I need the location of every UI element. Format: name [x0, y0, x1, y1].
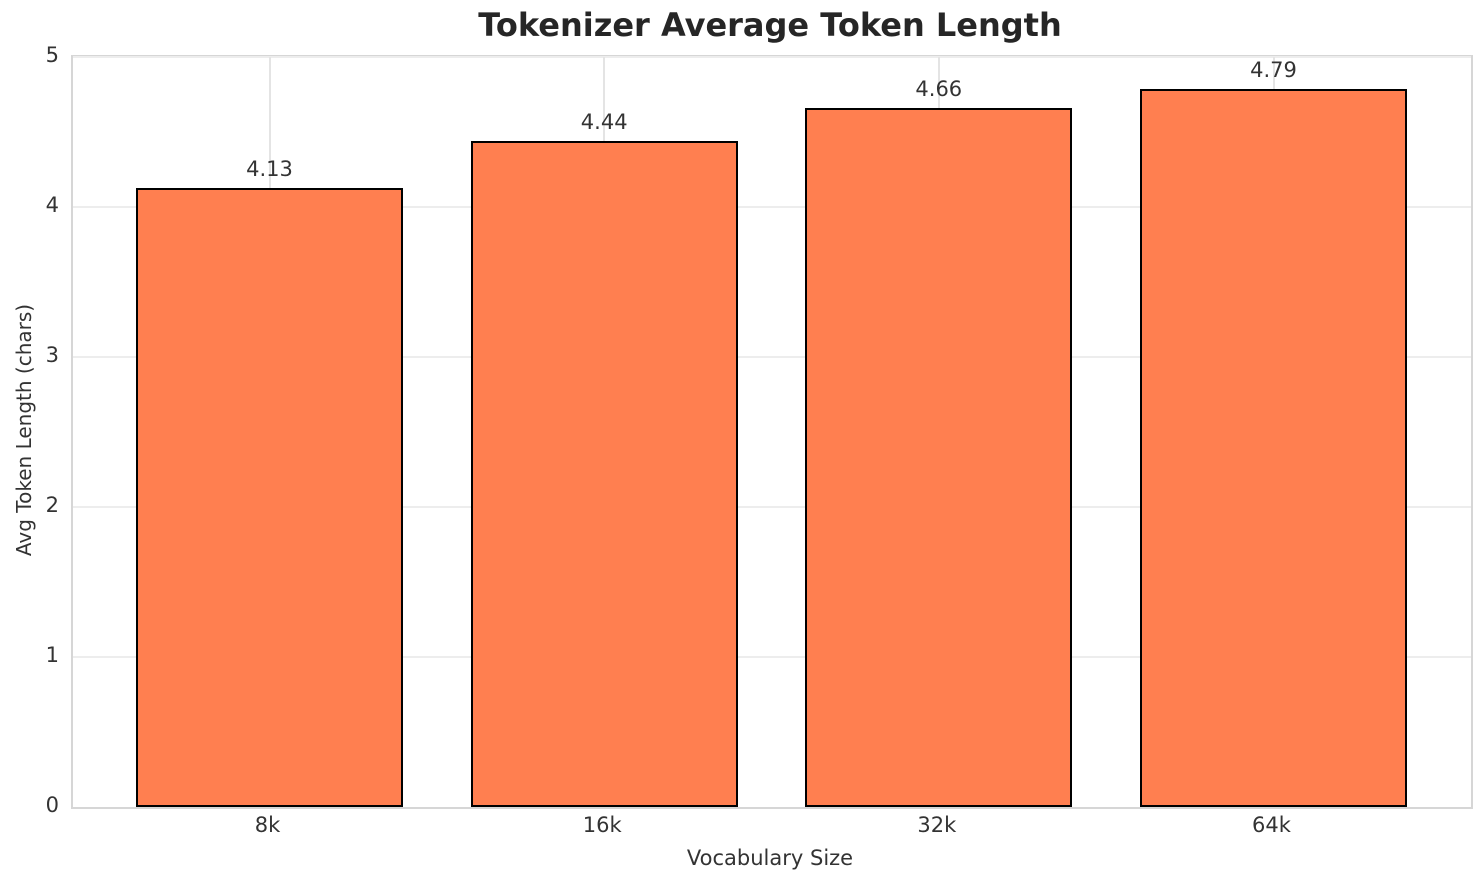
bar-value-label-16k: 4.44 [580, 110, 628, 134]
chart-title: Tokenizer Average Token Length [478, 6, 1062, 44]
bar-8k [136, 187, 403, 807]
ytick-label-3: 3 [45, 343, 59, 367]
bar-value-label-8k: 4.13 [246, 156, 293, 181]
ytick-label-0: 0 [45, 793, 59, 817]
ytick-label-1: 1 [45, 643, 59, 667]
xtick-label-16k: 16k [582, 813, 622, 837]
y-gridline-3 [73, 356, 1471, 358]
xtick-label-8k: 8k [254, 813, 281, 837]
y-gridline-2 [73, 506, 1471, 508]
y-gridline-5 [73, 56, 1471, 58]
y-gridline-1 [73, 656, 1471, 658]
y-gridline-4 [73, 206, 1471, 208]
bar-value-label-32k: 4.66 [915, 77, 963, 101]
x-axis-label: Vocabulary Size [686, 846, 854, 870]
bar-value-label-64k: 4.79 [1250, 57, 1297, 82]
bar-16k [470, 141, 738, 807]
bar-64k [1140, 88, 1407, 807]
bar-32k [805, 108, 1073, 807]
xtick-label-32k: 32k [917, 813, 957, 837]
ytick-label-5: 5 [45, 43, 59, 67]
y-axis-label: Avg Token Length (chars) [12, 303, 36, 557]
xtick-label-64k: 64k [1252, 813, 1291, 837]
ytick-label-2: 2 [45, 493, 59, 517]
plot-area: 4.13 4.44 4.66 4.79 [71, 55, 1473, 809]
ytick-label-4: 4 [45, 193, 59, 217]
